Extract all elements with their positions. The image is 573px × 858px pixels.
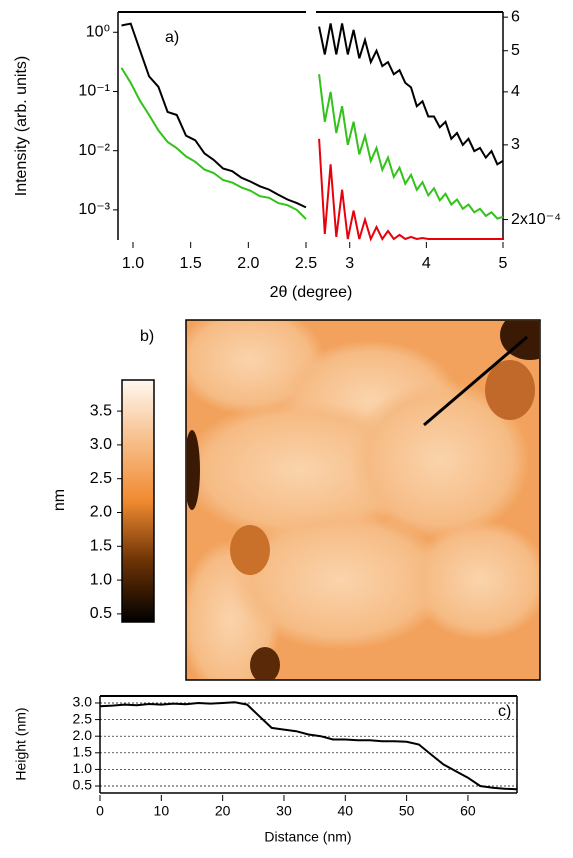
colorbar-tick-label: 3.5: [90, 402, 112, 419]
y-tick-label: 3.0: [73, 694, 93, 710]
x-tick-label: 50: [399, 803, 415, 819]
x-axis-label: Distance (nm): [264, 829, 351, 845]
x-tick-label: 0: [96, 803, 104, 819]
x-tick-label: 4: [422, 255, 431, 272]
x-tick-label: 30: [276, 803, 292, 819]
colorbar-tick-label: 2.0: [90, 504, 112, 521]
data-line: [121, 22, 307, 209]
y-tick-label: 2.5: [73, 710, 93, 726]
data-line: [318, 74, 504, 220]
data-line: [318, 138, 503, 242]
colorbar-tick-label: 1.0: [90, 571, 112, 588]
colorbar-label: nm: [51, 489, 68, 511]
x-tick-label: 3: [345, 255, 354, 272]
x-tick-label: 10: [154, 803, 170, 819]
y-axis-label: Intensity (arb. units): [13, 56, 30, 197]
panel-label: c): [498, 703, 511, 720]
y-tick-label: 2x10⁻⁴: [511, 211, 561, 228]
y-tick-label: 1.0: [73, 760, 93, 776]
x-tick-label: 1.0: [122, 255, 144, 272]
panel-label: a): [165, 29, 179, 46]
y-tick-label: 10⁻¹: [78, 83, 110, 100]
data-line: [120, 67, 307, 220]
data-line: [99, 701, 518, 791]
y-tick-label: 10⁻³: [78, 201, 110, 218]
y-tick-label: 1.5: [73, 744, 93, 760]
colorbar-tick-label: 3.0: [90, 436, 112, 453]
x-tick-label: 60: [460, 803, 476, 819]
afm-image: [185, 319, 541, 681]
y-tick-label: 6: [511, 8, 520, 25]
x-tick-label: 40: [338, 803, 354, 819]
y-axis-label: Height (nm): [13, 707, 29, 780]
colorbar: [121, 379, 155, 623]
y-tick-label: 2.0: [73, 727, 93, 743]
x-tick-label: 2.5: [295, 255, 317, 272]
y-tick-label: 10⁰: [86, 23, 110, 40]
colorbar-tick-label: 0.5: [90, 605, 112, 622]
y-tick-label: 4: [511, 83, 520, 100]
x-tick-label: 20: [215, 803, 231, 819]
y-tick-label: 3: [511, 136, 520, 153]
x-tick-label: 2.0: [237, 255, 259, 272]
y-tick-label: 0.5: [73, 777, 93, 793]
colorbar-tick-label: 1.5: [90, 538, 112, 555]
y-tick-label: 10⁻²: [78, 142, 110, 159]
colorbar-tick-label: 2.5: [90, 470, 112, 487]
x-tick-label: 5: [499, 255, 508, 272]
data-line: [318, 23, 504, 166]
x-tick-label: 1.5: [180, 255, 202, 272]
panel-label: b): [140, 328, 154, 345]
y-tick-label: 5: [511, 42, 520, 59]
x-axis-label: 2θ (degree): [270, 284, 353, 301]
